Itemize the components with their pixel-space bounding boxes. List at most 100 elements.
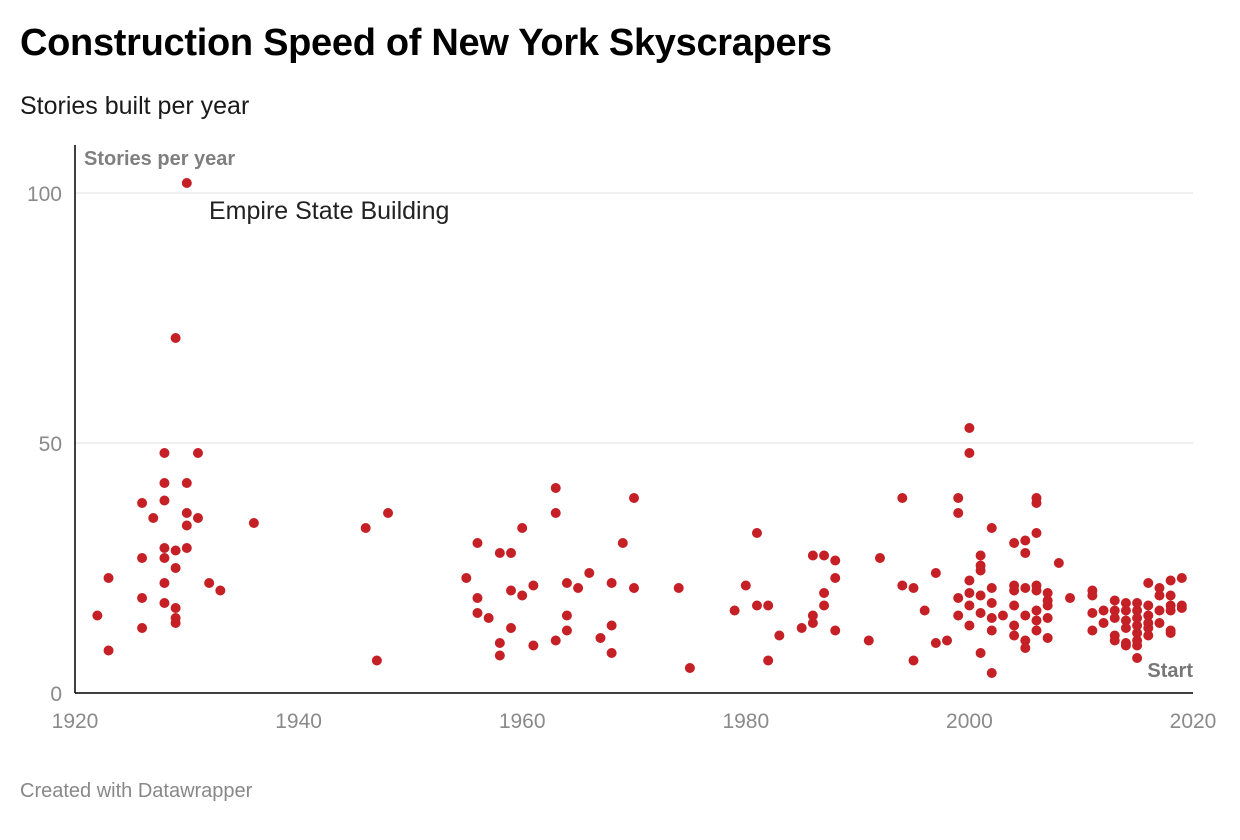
data-point [1165,605,1176,616]
data-point [204,578,215,588]
annotation-empire-state: Empire State Building [209,197,449,225]
data-point [986,523,997,533]
data-point [1098,618,1109,628]
data-point [986,625,997,636]
data-point [1109,613,1120,623]
data-point [1042,613,1053,623]
data-point [528,640,539,651]
data-point [371,655,382,666]
data-point [975,565,986,576]
data-point [181,508,192,518]
data-point [1031,585,1042,596]
data-point [1031,498,1042,508]
data-point [1132,653,1143,663]
data-point [192,513,203,523]
data-point [863,635,874,646]
x-tick-label: 2000 [946,710,993,733]
data-point [1087,625,1098,636]
data-point [1132,605,1143,616]
data-point [1165,575,1176,586]
data-point [561,610,572,621]
data-point [1020,548,1031,558]
data-point [1165,590,1176,601]
data-point [159,543,170,553]
data-point [1042,633,1053,643]
data-point [1154,618,1165,628]
data-point [494,548,505,558]
data-point [751,528,762,538]
data-point [159,495,170,506]
data-point [1132,628,1143,638]
data-point [796,623,807,633]
data-point [930,638,941,648]
data-point [673,583,684,593]
data-point [1065,593,1076,603]
data-point [181,543,192,553]
data-point [1031,528,1042,538]
data-point [953,508,964,518]
data-point [550,508,561,518]
data-point [1154,590,1165,601]
data-point [1009,538,1020,548]
data-point [517,523,528,533]
data-point [472,538,483,548]
data-point [1009,620,1020,631]
data-point [986,668,997,678]
data-point [383,508,394,518]
data-point [159,578,170,588]
data-point [830,625,841,636]
data-point [606,578,617,588]
data-point [975,648,986,658]
data-point [1143,623,1154,633]
data-point [986,613,997,623]
data-point [561,625,572,636]
scatter-chart: 0 50 100 1920 1940 1960 1980 2000 2020 Stories p… [27,145,1216,733]
data-point [751,600,762,611]
data-point [874,553,885,563]
data-point [159,478,170,488]
y-tick-label: 50 [39,433,62,456]
data-point [148,513,159,523]
data-point [103,573,114,583]
data-point [1042,600,1053,611]
data-point [897,580,908,591]
data-point [170,618,181,628]
data-point [1132,620,1143,631]
data-point [170,603,181,613]
data-point [550,635,561,646]
data-point [192,448,203,458]
data-point [137,553,148,563]
data-point [181,478,192,488]
data-point [919,605,930,616]
data-point [964,448,975,458]
data-point [975,608,986,618]
y-tick-label: 0 [50,683,62,706]
data-point [159,448,170,458]
data-point [964,600,975,611]
data-point [528,580,539,591]
data-point [908,655,919,666]
data-point [360,523,371,533]
data-point [103,645,114,656]
x-tick-label: 2020 [1170,710,1217,733]
annotation-start: Start [1147,660,1193,682]
data-point [1087,608,1098,618]
data-point [1087,590,1098,601]
data-point [1009,585,1020,596]
data-point [170,333,181,343]
data-point [942,635,953,646]
data-point [606,620,617,631]
y-tick-label: 100 [27,183,62,206]
data-point [1031,625,1042,636]
tick-labels: 0 50 100 1920 1940 1960 1980 2000 2020 [27,183,1216,733]
data-point [617,538,628,548]
data-point [1009,600,1020,611]
data-point [1143,600,1154,611]
chart-title: Construction Speed of New York Skyscrape… [20,22,832,64]
chart-subtitle: Stories built per year [20,92,250,120]
data-point [986,583,997,593]
data-point [1132,613,1143,623]
data-point [1120,605,1131,616]
data-point [1020,535,1031,546]
data-point [561,578,572,588]
